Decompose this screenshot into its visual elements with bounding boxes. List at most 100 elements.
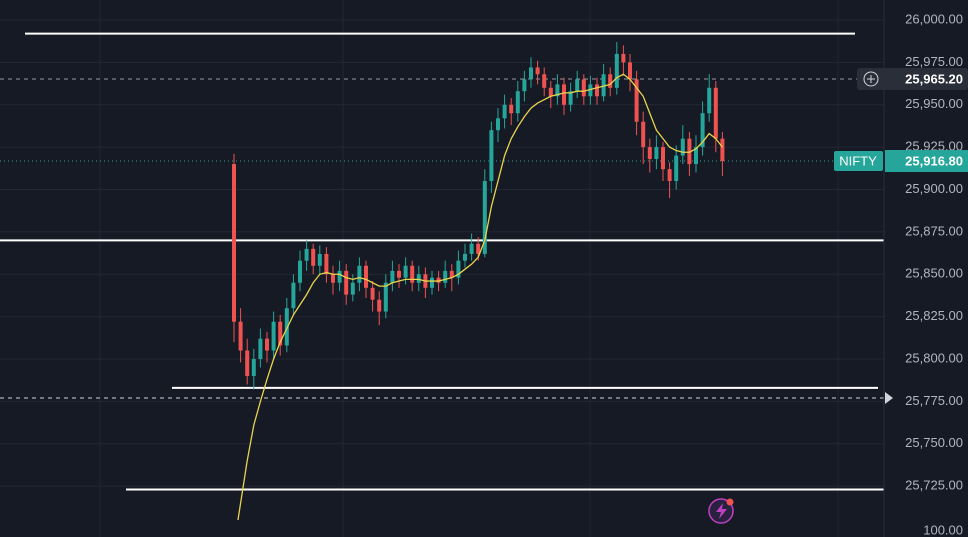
- candle-body: [496, 118, 500, 131]
- candle-body: [601, 74, 606, 97]
- candle-body: [489, 130, 494, 182]
- candle-body: [271, 321, 276, 351]
- candle-body: [469, 243, 474, 254]
- add-button: [863, 71, 879, 87]
- candle-body: [720, 138, 725, 162]
- candle-body: [331, 274, 335, 283]
- candle-body: [304, 248, 309, 261]
- candle-body: [588, 84, 593, 97]
- candle-body: [535, 67, 540, 75]
- plot: [0, 32, 884, 520]
- candle-body: [383, 282, 388, 312]
- vertical-grid: [99, 0, 839, 537]
- y-tick-label: 25,800.00: [905, 350, 963, 365]
- y-tick-label: 25,825.00: [905, 308, 963, 323]
- y-tick-label: 25,900.00: [905, 181, 963, 196]
- candle-body: [258, 338, 263, 360]
- candle-body: [647, 147, 652, 159]
- candle-body: [522, 79, 527, 92]
- candle-body: [364, 265, 368, 288]
- lightning-icon[interactable]: [708, 498, 734, 524]
- candle-body: [542, 74, 547, 88]
- candle-body: [284, 308, 289, 346]
- candle-body: [311, 248, 316, 266]
- last-price-label: 25,916.80: [905, 153, 963, 168]
- candle-body: [680, 138, 685, 156]
- candle-body: [449, 270, 454, 278]
- candle-body: [232, 164, 236, 322]
- candle-body: [661, 147, 665, 170]
- candle-body: [238, 321, 243, 351]
- candle-body: [700, 113, 705, 148]
- candle-body: [350, 282, 355, 295]
- candle-body: [291, 282, 296, 309]
- lower-pane-label: 100.00: [923, 522, 963, 537]
- candle-body: [687, 138, 692, 165]
- candle-body: [298, 260, 302, 283]
- y-tick-label: 25,875.00: [905, 223, 963, 238]
- candle-body: [562, 84, 566, 105]
- candle-body: [265, 338, 269, 351]
- candle-body: [397, 270, 401, 278]
- candle-body: [456, 260, 461, 278]
- candle-body: [595, 84, 599, 97]
- candle-body: [324, 253, 329, 275]
- candle-body: [548, 87, 553, 97]
- candle-body: [337, 270, 342, 283]
- candle-body: [245, 350, 250, 376]
- candle-body: [515, 91, 520, 114]
- y-tick-label: 26,000.00: [905, 11, 963, 26]
- last-price-bg: [885, 150, 968, 173]
- candle-body: [555, 84, 560, 97]
- candle-body: [608, 74, 613, 88]
- candle-body: [509, 104, 514, 114]
- candle-body: [614, 53, 619, 88]
- marker-badge: 25,965.20: [857, 67, 968, 90]
- candle-body: [628, 62, 632, 80]
- candle-body: [430, 277, 434, 288]
- y-tick-label: 25,975.00: [905, 54, 963, 69]
- candle-body: [410, 265, 415, 283]
- price-axis: 26,000.0025,975.0025,950.0025,925.0025,9…: [905, 11, 963, 492]
- candle-body: [344, 270, 349, 295]
- candle-body: [403, 265, 408, 278]
- candle-body: [707, 87, 712, 114]
- y-tick-label: 25,725.00: [905, 478, 963, 493]
- candle-body: [317, 253, 322, 266]
- alert-arrow: [885, 392, 893, 405]
- candle-body: [713, 87, 718, 139]
- candle-body: [575, 79, 580, 92]
- candle-body: [568, 91, 573, 105]
- candle-body: [674, 155, 679, 182]
- candle-body: [641, 121, 646, 148]
- candle-body: [502, 104, 507, 119]
- moving-average: [237, 73, 723, 520]
- candle-body: [581, 79, 586, 97]
- y-tick-label: 25,925.00: [905, 139, 963, 154]
- candle-body: [357, 265, 362, 283]
- candle-body: [634, 79, 639, 122]
- candle-body: [377, 299, 382, 312]
- y-tick-label: 25,950.00: [905, 96, 963, 111]
- candle-body: [436, 277, 441, 283]
- candle-body: [416, 274, 421, 283]
- candle-body: [463, 253, 467, 261]
- candle-body: [482, 181, 487, 254]
- candle-body: [621, 53, 626, 63]
- y-tick-label: 25,850.00: [905, 266, 963, 281]
- symbol-badge-bg: [834, 151, 883, 172]
- add-plus: [867, 74, 875, 83]
- candle-body: [476, 243, 481, 254]
- candle-body: [278, 321, 283, 346]
- candle-body: [529, 67, 533, 80]
- candle-body: [694, 147, 698, 165]
- candle-body: [370, 287, 375, 300]
- symbol-label: NIFTY: [839, 153, 877, 168]
- grid: [0, 19, 884, 487]
- marker-price-label: 25,965.20: [905, 71, 963, 86]
- y-tick-label: 25,750.00: [905, 435, 963, 450]
- y-tick-label: 25,775.00: [905, 393, 963, 408]
- candle-body: [667, 169, 672, 182]
